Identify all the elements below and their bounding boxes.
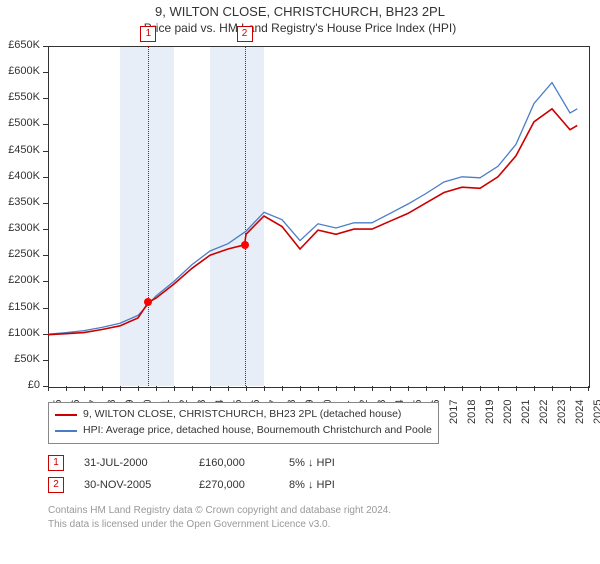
legend-label: HPI: Average price, detached house, Bour…	[83, 423, 432, 439]
transactions-table: 1 31-JUL-2000 £160,000 5% ↓ HPI 2 30-NOV-2005…	[48, 452, 369, 496]
legend-swatch	[55, 414, 77, 416]
legend-row: 9, WILTON CLOSE, CHRISTCHURCH, BH23 2PL …	[55, 407, 432, 423]
legend-row: HPI: Average price, detached house, Bour…	[55, 423, 432, 439]
transaction-id-box: 2	[48, 477, 64, 493]
legend: 9, WILTON CLOSE, CHRISTCHURCH, BH23 2PL …	[48, 402, 439, 444]
transaction-id-box: 1	[48, 455, 64, 471]
legend-swatch	[55, 430, 77, 432]
price-dot	[241, 241, 249, 249]
transaction-delta: 8% ↓ HPI	[289, 479, 369, 491]
transaction-price: £270,000	[199, 479, 269, 491]
transaction-delta: 5% ↓ HPI	[289, 457, 369, 469]
series-red	[48, 109, 577, 335]
transaction-date: 31-JUL-2000	[84, 457, 179, 469]
transaction-date: 30-NOV-2005	[84, 479, 179, 491]
legend-label: 9, WILTON CLOSE, CHRISTCHURCH, BH23 2PL …	[83, 407, 401, 423]
transaction-price: £160,000	[199, 457, 269, 469]
transaction-row: 2 30-NOV-2005 £270,000 8% ↓ HPI	[48, 474, 369, 496]
series-blue	[48, 83, 577, 335]
footnote: Contains HM Land Registry data © Crown c…	[48, 504, 391, 531]
transaction-row: 1 31-JUL-2000 £160,000 5% ↓ HPI	[48, 452, 369, 474]
